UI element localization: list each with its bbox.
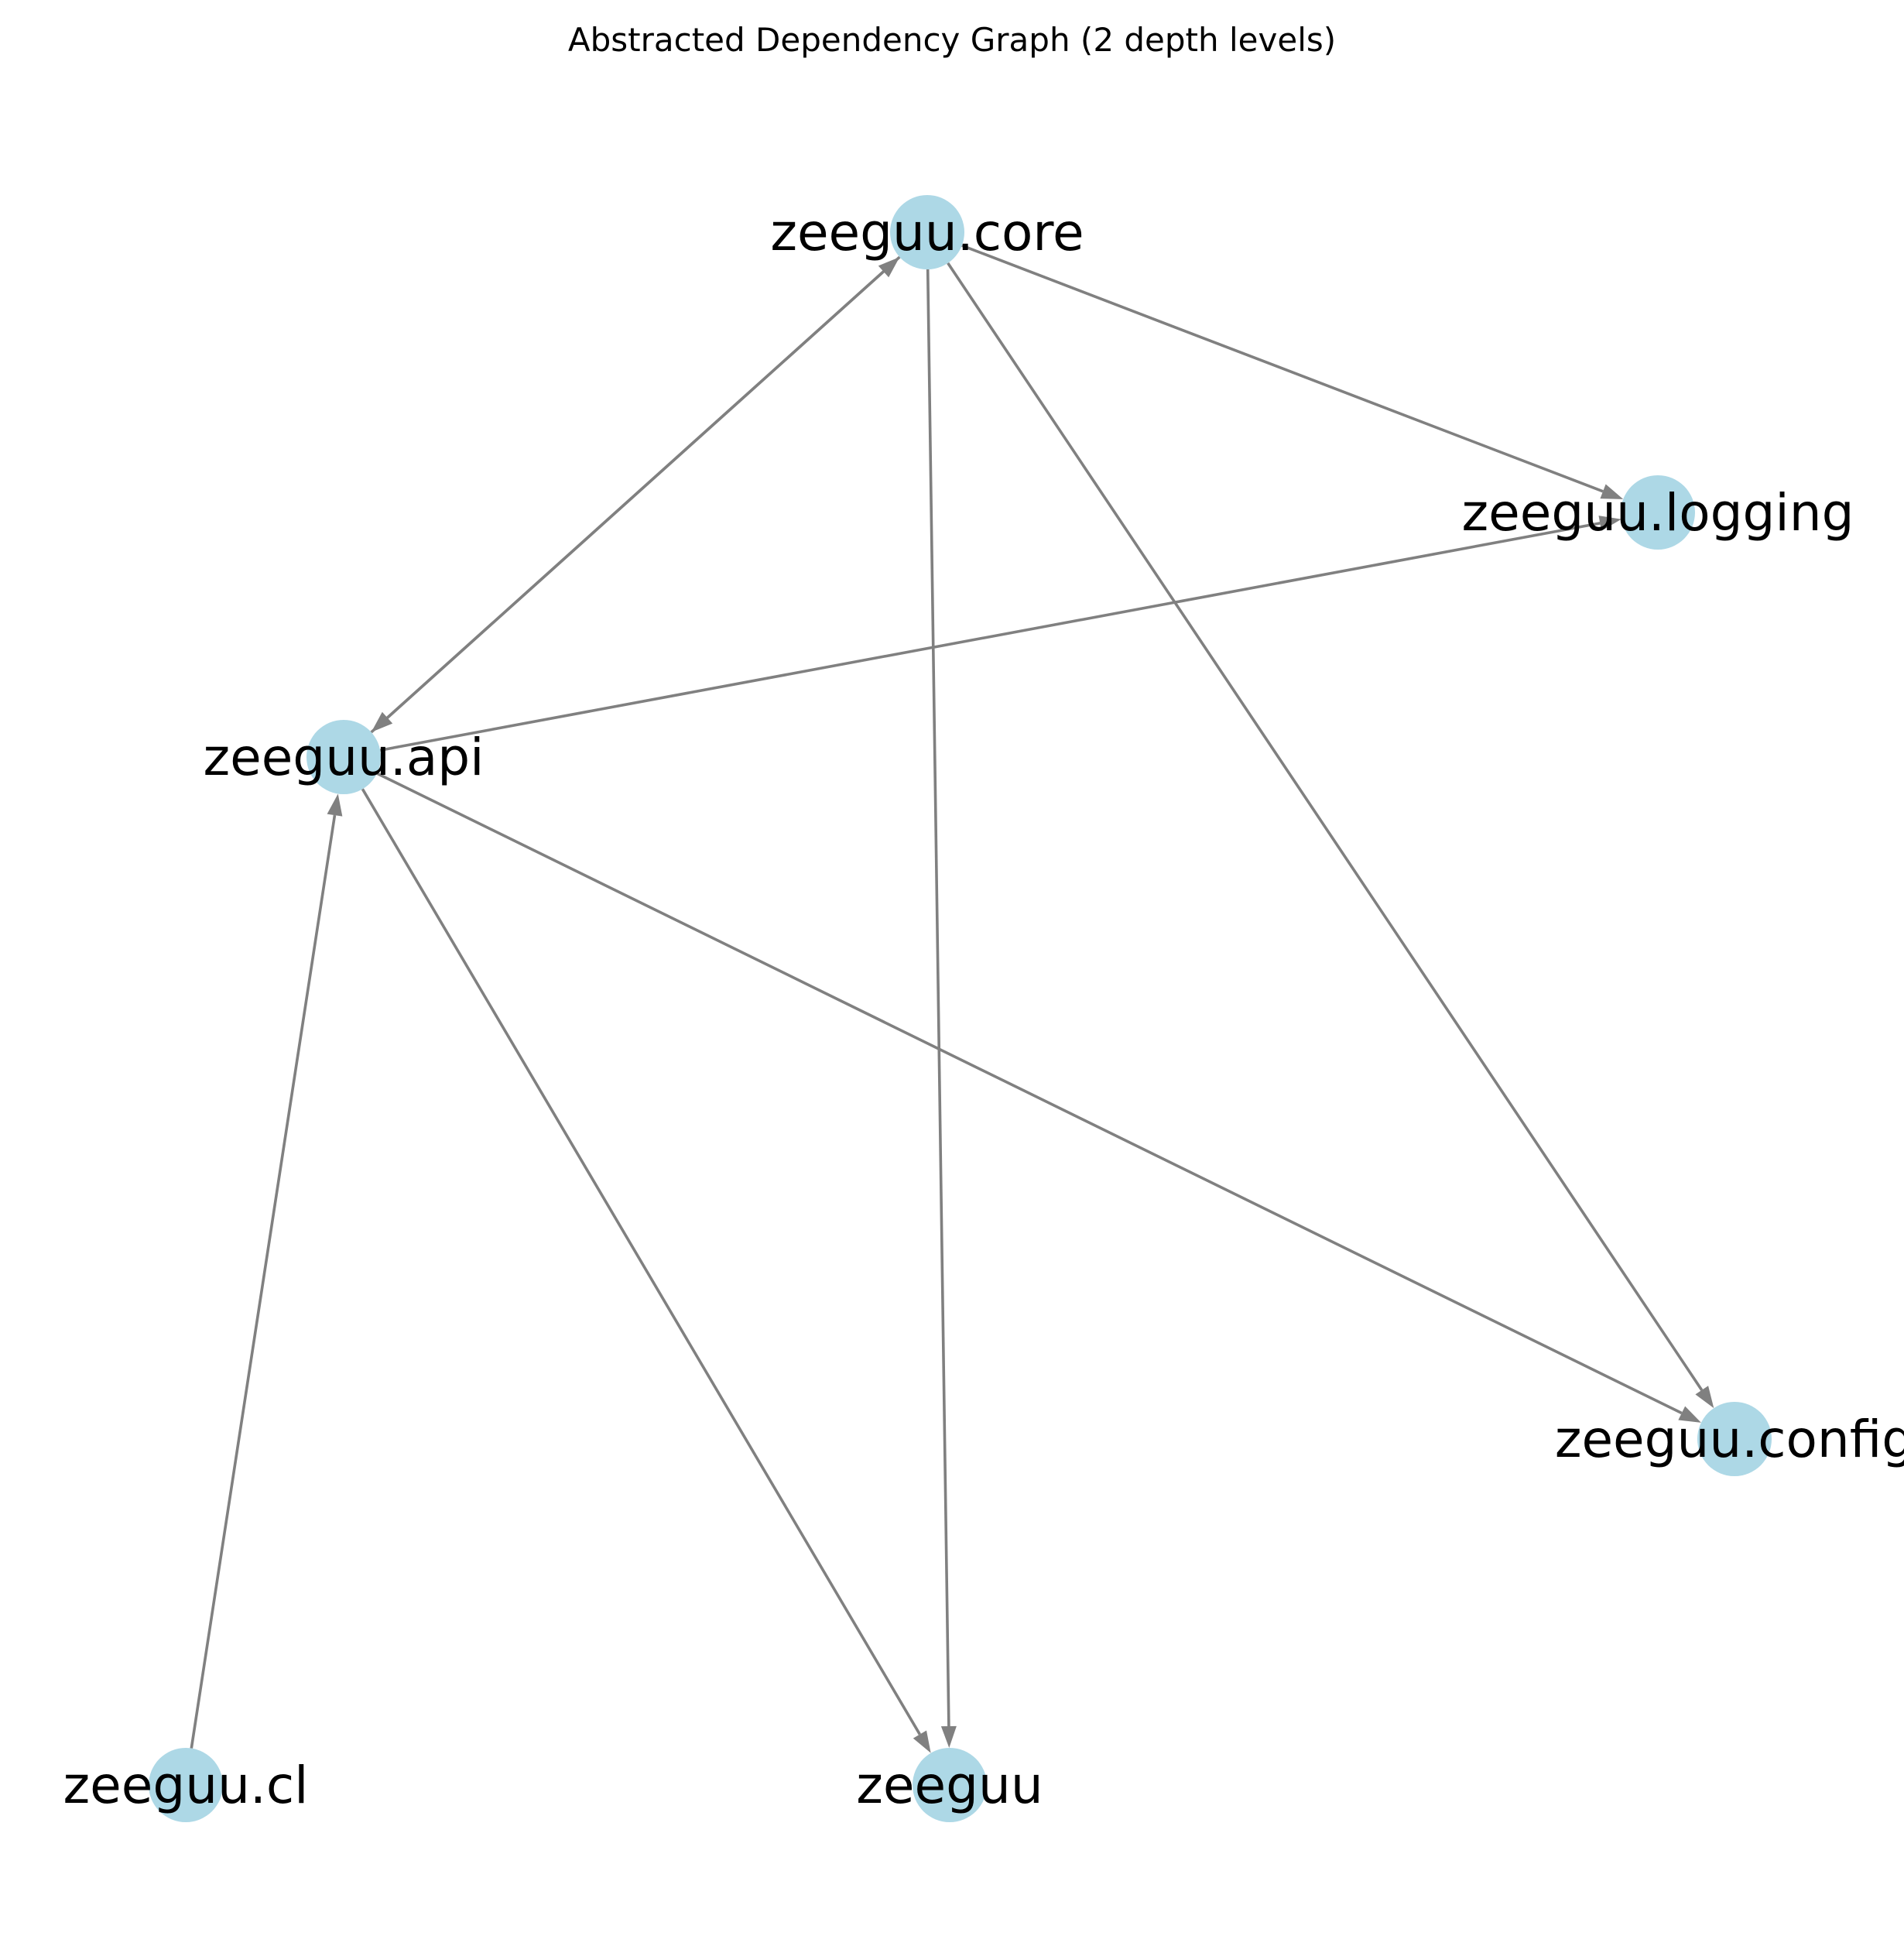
edge-line [961, 244, 1604, 493]
node-circle [1621, 475, 1695, 550]
edge-api-to-core [370, 257, 900, 734]
edge-line [370, 270, 885, 734]
edge-line [190, 814, 337, 1749]
node-api: zeeguu.api [203, 720, 485, 794]
node-circle [149, 1748, 223, 1822]
node-logging: zeeguu.logging [1462, 475, 1854, 550]
edge-line [947, 262, 1704, 1391]
edge-line [379, 522, 1601, 752]
edge-arrowhead [1695, 1386, 1714, 1409]
edge-api-to-config [376, 772, 1701, 1423]
node-label: zeeguu [856, 1756, 1043, 1815]
node-circle [1697, 1402, 1772, 1476]
node-circle [913, 1748, 987, 1822]
node-label: zeeguu.api [203, 728, 484, 787]
edge-core-to-config [947, 262, 1714, 1409]
node-root: zeeguu [856, 1748, 1043, 1822]
node-core: zeeguu.core [770, 195, 1084, 269]
edge-core-to-root [926, 269, 957, 1749]
nodes-layer: zeeguu.core zeeguu.logging zeeguu.api zeegu… [63, 195, 1904, 1822]
node-label: zeeguu.cl [63, 1756, 308, 1815]
node-circle [890, 195, 964, 269]
edge-line [361, 788, 921, 1735]
node-circle [306, 720, 381, 794]
node-cl: zeeguu.cl [63, 1748, 309, 1822]
edge-line [926, 269, 950, 1727]
edge-api-to-root [361, 788, 931, 1753]
node-config: zeeguu.config [1555, 1402, 1904, 1476]
edge-arrowhead [1600, 484, 1624, 499]
edge-arrowhead [1678, 1406, 1701, 1423]
node-label: zeeguu.config [1555, 1410, 1904, 1469]
node-label: zeeguu.logging [1462, 483, 1854, 543]
edge-api-to-logging [379, 516, 1621, 752]
edge-arrowhead [913, 1730, 931, 1753]
edge-arrowhead [878, 257, 900, 278]
edge-arrowhead [1598, 516, 1621, 531]
node-label: zeeguu.core [770, 203, 1084, 262]
edge-cl-to-api [190, 793, 343, 1749]
graph-title: Abstracted Dependency Graph (2 depth lev… [568, 21, 1336, 59]
edge-arrowhead [327, 793, 343, 817]
edge-core-to-logging [961, 244, 1624, 499]
edge-line [376, 772, 1683, 1415]
edge-arrowhead [940, 1725, 957, 1749]
edges-layer [190, 244, 1714, 1753]
